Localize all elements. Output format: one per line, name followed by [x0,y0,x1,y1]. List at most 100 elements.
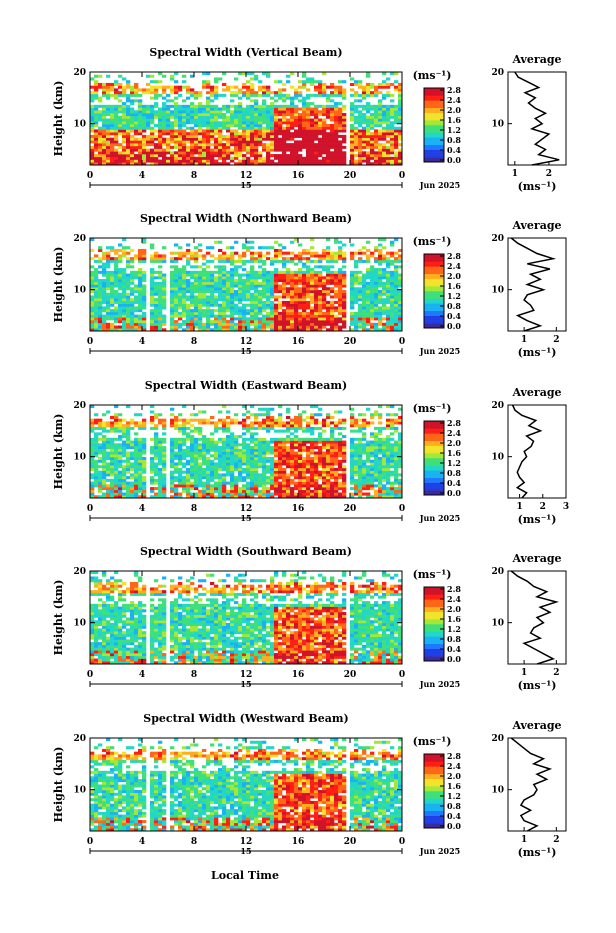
heatmap-cell [114,487,118,490]
heatmap-cell [350,132,354,135]
heatmap-cell [354,94,358,97]
heatmap-cell [134,487,138,490]
heatmap-cell [374,290,378,293]
heatmap-cell [238,295,242,298]
heatmap-cell [286,271,290,274]
heatmap-cell [154,312,158,315]
heatmap-cell [206,105,210,108]
heatmap-cell [246,438,250,441]
heatmap-cell [314,146,318,149]
heatmap-cell [246,91,250,94]
heatmap-cell [110,493,114,496]
heatmap-cell [238,102,242,105]
heatmap-cell [114,157,118,160]
heatmap-cell [202,116,206,119]
heatmap-cell [258,119,262,122]
heatmap-cell [390,276,394,279]
heatmap-cell [178,108,182,111]
heatmap-cell [230,257,234,260]
heatmap-cell [106,151,110,154]
heatmap-cell [178,132,182,135]
heatmap-cell [234,312,238,315]
heatmap-cell [310,274,314,277]
heatmap-cell [222,88,226,91]
heatmap-cell [194,457,198,460]
heatmap-cell [186,249,190,252]
heatmap-cell [198,279,202,282]
heatmap-cell [226,454,230,457]
heatmap-cell [130,276,134,279]
heatmap-cell [378,279,382,282]
heatmap-cell [302,124,306,127]
heatmap-cell [214,97,218,100]
heatmap-cell [394,285,398,288]
heatmap-cell [126,293,130,296]
heatmap-cell [298,154,302,157]
heatmap-cell [318,132,322,135]
heatmap-cell [158,413,162,416]
heatmap-cell [378,154,382,157]
heatmap-cell [186,452,190,455]
heatmap-cell [178,454,182,457]
heatmap-cell [190,113,194,116]
heatmap-cell [246,105,250,108]
heatmap-cell [150,127,154,130]
heatmap-cell [302,86,306,89]
heatmap-cell [378,323,382,326]
heatmap-cell [118,484,122,487]
heatmap-cell [222,290,226,293]
heatmap-cell [118,295,122,298]
heatmap-cell [102,119,106,122]
heatmap-cell [314,124,318,127]
heatmap-cell [390,113,394,116]
heatmap-cell [138,287,142,290]
heatmap-cell [130,465,134,468]
heatmap-cell [354,279,358,282]
heatmap-cell [250,309,254,312]
heatmap-cell [110,315,114,318]
heatmap-cell [202,468,206,471]
heatmap-cell [142,157,146,160]
heatmap-cell [98,312,102,315]
heatmap-cell [234,438,238,441]
heatmap-cell [150,271,154,274]
heatmap-cell [106,124,110,127]
heatmap-cell [90,304,94,307]
heatmap-cell [174,309,178,312]
heatmap-cell [106,306,110,309]
heatmap-cell [106,246,110,249]
heatmap-cell [194,323,198,326]
heatmap-cell [178,282,182,285]
heatmap-cell [210,473,214,476]
heatmap-cell [322,88,326,91]
heatmap-cell [322,86,326,89]
heatmap-cell [142,427,146,430]
heatmap-cell [118,127,122,130]
heatmap-cell [234,110,238,113]
heatmap-cell [322,304,326,307]
heatmap-cell [378,254,382,257]
heatmap-cell [114,473,118,476]
heatmap-cell [306,143,310,146]
heatmap-cell [330,154,334,157]
heatmap-cell [114,306,118,309]
heatmap-cell [322,83,326,86]
heatmap-cell [174,143,178,146]
heatmap-cell [374,326,378,329]
heatmap-cell [382,326,386,329]
heatmap-cell [110,105,114,108]
heatmap-cell [282,149,286,152]
heatmap-cell [302,105,306,108]
heatmap-cell [246,471,250,474]
heatmap-cell [202,110,206,113]
heatmap-cell [182,254,186,257]
heatmap-cell [206,465,210,468]
heatmap-cell [338,113,342,116]
heatmap-cell [182,282,186,285]
heatmap-cell [350,157,354,160]
heatmap-cell [194,135,198,138]
heatmap-cell [194,473,198,476]
heatmap-cell [122,304,126,307]
heatmap-cell [378,102,382,105]
heatmap-cell [358,290,362,293]
